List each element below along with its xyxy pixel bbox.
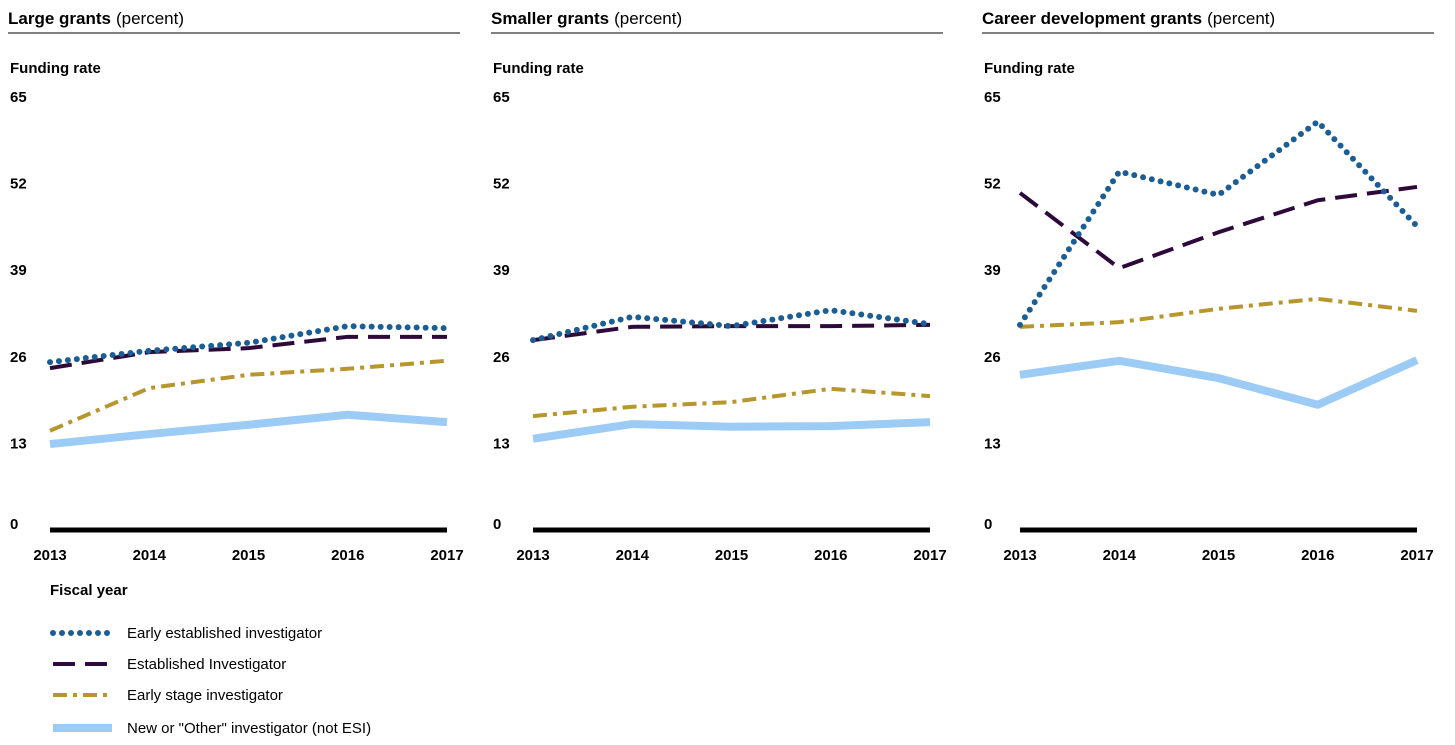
- x-tick-label: 2015: [1202, 547, 1235, 564]
- y-tick-label: 13: [493, 435, 510, 452]
- chart-title: Career development grants (percent): [982, 9, 1275, 28]
- y-tick-label: 0: [984, 516, 992, 533]
- x-tick-label: 2016: [331, 547, 364, 564]
- y-axis-label: Funding rate: [493, 60, 584, 77]
- legend-label: Established Investigator: [127, 656, 286, 673]
- x-tick-label: 2017: [430, 547, 463, 564]
- x-tick-label: 2013: [516, 547, 549, 564]
- series-line: [49, 334, 447, 371]
- y-tick-label: 65: [10, 89, 27, 106]
- legend-label: Early stage investigator: [127, 687, 283, 704]
- x-tick-label: 2014: [616, 547, 650, 564]
- series-line: [1017, 118, 1420, 328]
- series-line: [1019, 356, 1419, 409]
- title-main: Career development grants: [982, 9, 1202, 28]
- y-tick-label: 13: [984, 435, 1001, 452]
- y-tick-label: 52: [10, 176, 27, 193]
- series-line: [532, 322, 931, 343]
- x-tick-label: 2016: [814, 547, 847, 564]
- y-tick-label: 26: [984, 349, 1001, 366]
- y-tick-label: 13: [10, 435, 27, 452]
- x-tick-label: 2013: [33, 547, 66, 564]
- series-line: [532, 386, 931, 419]
- series-line: [532, 418, 931, 443]
- title-unit: (percent): [116, 9, 184, 28]
- chart-title: Large grants (percent): [8, 9, 184, 28]
- x-tick-label: 2017: [1400, 547, 1433, 564]
- x-tick-label: 2013: [1003, 547, 1036, 564]
- x-tick-label: 2014: [133, 547, 167, 564]
- title-main: Large grants: [8, 9, 111, 28]
- series-line: [47, 323, 450, 366]
- y-tick-label: 0: [493, 516, 501, 533]
- series-line: [1018, 184, 1418, 271]
- x-tick-label: 2014: [1103, 547, 1137, 564]
- y-tick-label: 39: [10, 262, 27, 279]
- title-unit: (percent): [1207, 9, 1275, 28]
- series-line: [49, 358, 448, 433]
- series-line: [530, 307, 933, 344]
- legend-label: New or "Other" investigator (not ESI): [127, 720, 371, 737]
- x-tick-label: 2015: [232, 547, 265, 564]
- legend-label: Early established investigator: [127, 625, 322, 642]
- y-tick-label: 52: [493, 176, 510, 193]
- x-axis-label: Fiscal year: [50, 582, 128, 599]
- y-tick-label: 0: [10, 516, 18, 533]
- y-tick-label: 65: [493, 89, 510, 106]
- title-unit: (percent): [614, 9, 682, 28]
- series-line: [49, 410, 448, 449]
- y-tick-label: 52: [984, 176, 1001, 193]
- y-tick-label: 26: [10, 349, 27, 366]
- x-tick-label: 2015: [715, 547, 748, 564]
- x-tick-label: 2016: [1301, 547, 1334, 564]
- y-tick-label: 39: [493, 262, 510, 279]
- chart-title: Smaller grants (percent): [491, 9, 682, 28]
- y-tick-label: 39: [984, 262, 1001, 279]
- series-line: [1019, 296, 1418, 329]
- y-axis-label: Funding rate: [984, 60, 1075, 77]
- x-tick-label: 2017: [913, 547, 946, 564]
- title-main: Smaller grants: [491, 9, 609, 28]
- y-axis-label: Funding rate: [10, 60, 101, 77]
- y-tick-label: 65: [984, 89, 1001, 106]
- y-tick-label: 26: [493, 349, 510, 366]
